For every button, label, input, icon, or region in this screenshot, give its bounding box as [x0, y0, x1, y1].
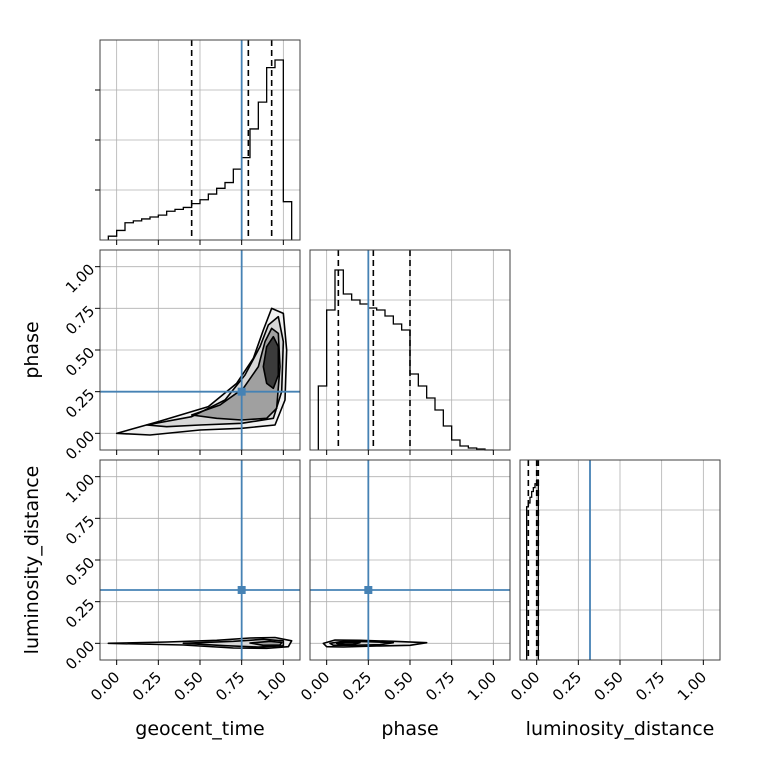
truth-marker-geocent_time-phase [237, 387, 246, 396]
ytick-label-phase-0: 0.00 [62, 427, 98, 463]
xtick-label-phase-0: 0.00 [297, 668, 333, 704]
xtick-label-geocent_time-0: 0.00 [87, 668, 123, 704]
contour-phase-luminosity_distance-2 [335, 641, 361, 646]
density-fill-geocent_time-phase-2 [191, 328, 280, 420]
ytick-label-phase-3: 0.75 [62, 302, 98, 338]
histogram-phase [317, 269, 494, 451]
ytick-label-luminosity_distance-4: 1.00 [62, 470, 98, 506]
xtick-label-phase-2: 0.50 [380, 668, 416, 704]
x-axis-label-phase: phase [381, 718, 438, 740]
contours-geocent_time-luminosity_distance [107, 636, 293, 650]
density-geocent_time-phase [116, 308, 287, 435]
x-axis-label-geocent-time: geocent_time [135, 718, 264, 740]
histogram-geocent_time [107, 59, 293, 240]
xtick-label-phase-4: 1.00 [464, 668, 500, 704]
y-axis-label-luminosity-distance: luminosity_distance [21, 466, 43, 655]
contour-geocent_time-phase-1 [145, 315, 285, 428]
contours-phase-luminosity_distance [322, 639, 428, 648]
xtick-label-phase-3: 0.75 [422, 668, 458, 704]
truth-layer [100, 40, 591, 660]
contour-phase-luminosity_distance-1 [329, 640, 395, 647]
xtick-label-luminosity_distance-0: 0.00 [507, 668, 543, 704]
y-axis-label-phase: phase [21, 321, 43, 378]
xtick-label-luminosity_distance-2: 0.50 [590, 668, 626, 704]
ytick-label-phase-2: 0.50 [62, 344, 98, 380]
ytick-label-luminosity_distance-0: 0.00 [62, 637, 98, 673]
xtick-label-phase-1: 0.25 [339, 668, 375, 704]
contour-geocent_time-luminosity_distance-1 [182, 638, 285, 648]
x-axis-label-luminosity-distance: luminosity_distance [526, 718, 715, 740]
ytick-label-phase-1: 0.25 [62, 385, 98, 421]
xtick-label-geocent_time-1: 0.25 [129, 668, 165, 704]
tick-layer: 0.000.250.500.751.000.000.250.500.751.00… [62, 89, 710, 704]
xtick-label-geocent_time-2: 0.50 [170, 668, 206, 704]
truth-marker-geocent_time-luminosity_distance [237, 586, 246, 594]
ytick-label-luminosity_distance-2: 0.50 [62, 554, 98, 590]
xtick-label-geocent_time-4: 1.00 [254, 668, 290, 704]
density-layer [108, 308, 427, 649]
truth-marker-phase-luminosity_distance [364, 586, 373, 594]
xtick-label-luminosity_distance-1: 0.25 [549, 668, 585, 704]
xtick-label-geocent_time-3: 0.75 [212, 668, 248, 704]
contour-geocent_time-luminosity_distance-2 [249, 640, 283, 647]
xtick-label-luminosity_distance-4: 1.00 [674, 668, 710, 704]
ytick-label-luminosity_distance-1: 0.25 [62, 595, 98, 631]
contour-geocent_time-phase-0 [115, 307, 288, 436]
ytick-label-phase-4: 1.00 [62, 260, 98, 296]
contour-phase-luminosity_distance-0 [322, 639, 428, 648]
xtick-label-luminosity_distance-3: 0.75 [632, 668, 668, 704]
contour-geocent_time-phase-3 [262, 335, 280, 390]
ytick-label-luminosity_distance-3: 0.75 [62, 512, 98, 548]
density-fill-geocent_time-phase-3 [263, 336, 279, 389]
contour-geocent_time-luminosity_distance-0 [107, 636, 293, 650]
